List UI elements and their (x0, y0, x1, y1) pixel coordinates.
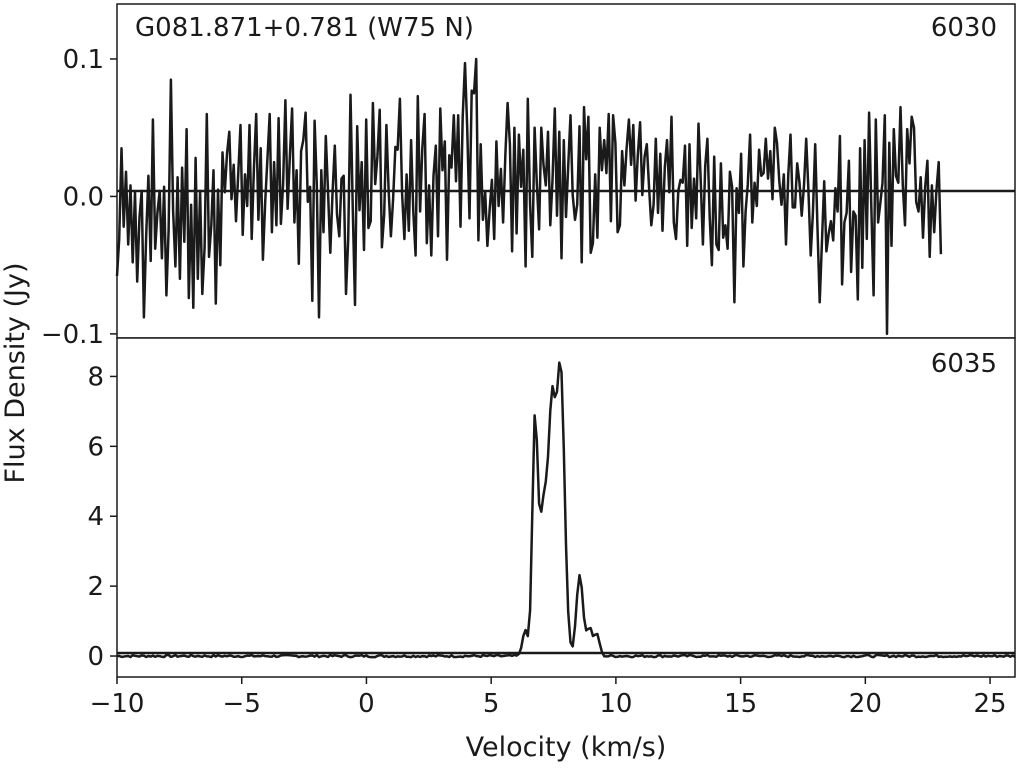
y-axis-title: Flux Density (Jy) (0, 263, 31, 484)
y-tick-label: 8 (87, 362, 104, 392)
panel-top-y-ticks: −0.1 0.0 0.1 (41, 45, 117, 350)
y-tick-label: 2 (87, 572, 104, 602)
panel-bottom-label: 6035 (931, 349, 997, 379)
panel-top-spectrum-line (115, 57, 943, 336)
x-tick-label: −5 (223, 689, 261, 719)
y-tick-label: 0 (87, 642, 104, 672)
panel-bottom-spectrum-line (116, 361, 1016, 659)
x-tick-label: 15 (724, 689, 757, 719)
y-tick-label: 4 (87, 502, 104, 532)
x-tick-label: 5 (483, 689, 500, 719)
x-tick-label: 10 (599, 689, 632, 719)
x-tick-label: −10 (90, 689, 145, 719)
y-tick-label: 0.0 (63, 182, 104, 212)
x-tick-label: 20 (849, 689, 882, 719)
y-tick-label: 0.1 (63, 45, 104, 75)
y-tick-label: −0.1 (41, 320, 104, 350)
panel-bottom-6035: 0 2 4 6 8 −10 −5 0 5 10 15 20 25 6035 (87, 337, 1016, 719)
panel-top-label: 6030 (931, 13, 997, 43)
x-axis-title: Velocity (km/s) (466, 732, 667, 763)
panel-bottom-y-ticks: 0 2 4 6 8 (87, 362, 117, 672)
source-label: G081.871+0.781 (W75 N) (135, 13, 474, 43)
x-tick-label: 0 (358, 689, 375, 719)
panel-top-area (117, 4, 1015, 338)
panel-top-6030: −0.1 0.0 0.1 G081.871+0.781 (W75 N) 6030 (41, 3, 1016, 350)
x-tick-label: 25 (974, 689, 1007, 719)
x-axis-ticks: −10 −5 0 5 10 15 20 25 (90, 677, 1007, 719)
y-tick-label: 6 (87, 432, 104, 462)
panel-bottom-frame (116, 337, 1016, 678)
